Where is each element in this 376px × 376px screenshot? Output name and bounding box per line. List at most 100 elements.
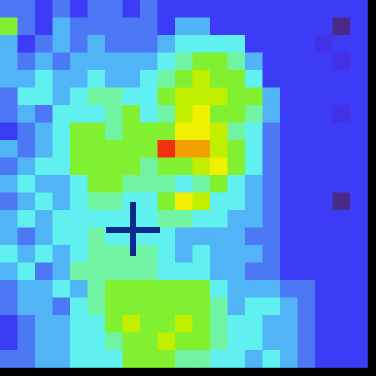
cell xyxy=(53,210,71,228)
cell xyxy=(105,298,123,316)
cell xyxy=(280,88,298,106)
cell xyxy=(18,228,36,246)
cell xyxy=(263,53,281,71)
cell xyxy=(175,158,193,176)
cell xyxy=(140,88,158,106)
cell xyxy=(88,158,106,176)
cell xyxy=(298,140,316,158)
cell xyxy=(53,245,71,263)
cell xyxy=(280,140,298,158)
cell xyxy=(350,280,368,298)
cell xyxy=(228,158,246,176)
cell xyxy=(315,140,333,158)
cell xyxy=(35,70,53,88)
cell xyxy=(140,53,158,71)
cell xyxy=(245,18,263,36)
cell xyxy=(53,350,71,368)
cell xyxy=(18,53,36,71)
cell xyxy=(70,228,88,246)
cell xyxy=(315,0,333,18)
cell xyxy=(140,123,158,141)
cell xyxy=(210,245,228,263)
cell xyxy=(53,175,71,193)
cell xyxy=(245,70,263,88)
cell xyxy=(0,158,18,176)
cell xyxy=(35,210,53,228)
cell xyxy=(35,263,53,281)
cell xyxy=(350,315,368,333)
cell xyxy=(350,158,368,176)
cell xyxy=(210,298,228,316)
cell xyxy=(333,105,351,123)
cell xyxy=(70,263,88,281)
cell xyxy=(350,298,368,316)
cell xyxy=(88,35,106,53)
cell xyxy=(210,18,228,36)
cell xyxy=(175,70,193,88)
cell xyxy=(228,193,246,211)
cell xyxy=(245,315,263,333)
cell xyxy=(298,298,316,316)
cell xyxy=(280,333,298,351)
cell xyxy=(53,88,71,106)
cell xyxy=(18,70,36,88)
cell xyxy=(140,298,158,316)
cell xyxy=(35,18,53,36)
cell xyxy=(123,88,141,106)
cell xyxy=(210,0,228,18)
cell xyxy=(175,193,193,211)
cell xyxy=(315,35,333,53)
cell xyxy=(245,298,263,316)
cell xyxy=(105,350,123,368)
cell xyxy=(18,245,36,263)
cell xyxy=(53,35,71,53)
cell xyxy=(298,228,316,246)
cell xyxy=(350,263,368,281)
cell xyxy=(88,280,106,298)
cell xyxy=(175,333,193,351)
cell xyxy=(280,18,298,36)
cell xyxy=(35,88,53,106)
cell xyxy=(105,158,123,176)
cell xyxy=(315,105,333,123)
cell xyxy=(210,158,228,176)
cell xyxy=(280,193,298,211)
cell xyxy=(88,123,106,141)
cell xyxy=(315,175,333,193)
cell xyxy=(210,175,228,193)
cell xyxy=(70,123,88,141)
cell xyxy=(0,263,18,281)
cell xyxy=(210,70,228,88)
cell xyxy=(193,228,211,246)
cell xyxy=(175,210,193,228)
cell xyxy=(70,245,88,263)
cell xyxy=(245,88,263,106)
cell xyxy=(280,210,298,228)
cell xyxy=(245,140,263,158)
cell xyxy=(18,88,36,106)
cell xyxy=(315,315,333,333)
cell xyxy=(333,53,351,71)
cell xyxy=(210,210,228,228)
cell xyxy=(280,35,298,53)
cell xyxy=(70,0,88,18)
cell xyxy=(88,315,106,333)
cell xyxy=(228,70,246,88)
cell xyxy=(210,350,228,368)
cell xyxy=(18,105,36,123)
cell xyxy=(35,158,53,176)
cell xyxy=(105,35,123,53)
cell xyxy=(88,18,106,36)
cell xyxy=(105,210,123,228)
cell xyxy=(228,53,246,71)
cell xyxy=(263,0,281,18)
cell xyxy=(315,263,333,281)
cell xyxy=(263,228,281,246)
cell xyxy=(35,350,53,368)
cell xyxy=(333,350,351,368)
cell xyxy=(158,350,176,368)
cell xyxy=(245,105,263,123)
cell xyxy=(210,263,228,281)
cell xyxy=(53,228,71,246)
cell xyxy=(0,245,18,263)
